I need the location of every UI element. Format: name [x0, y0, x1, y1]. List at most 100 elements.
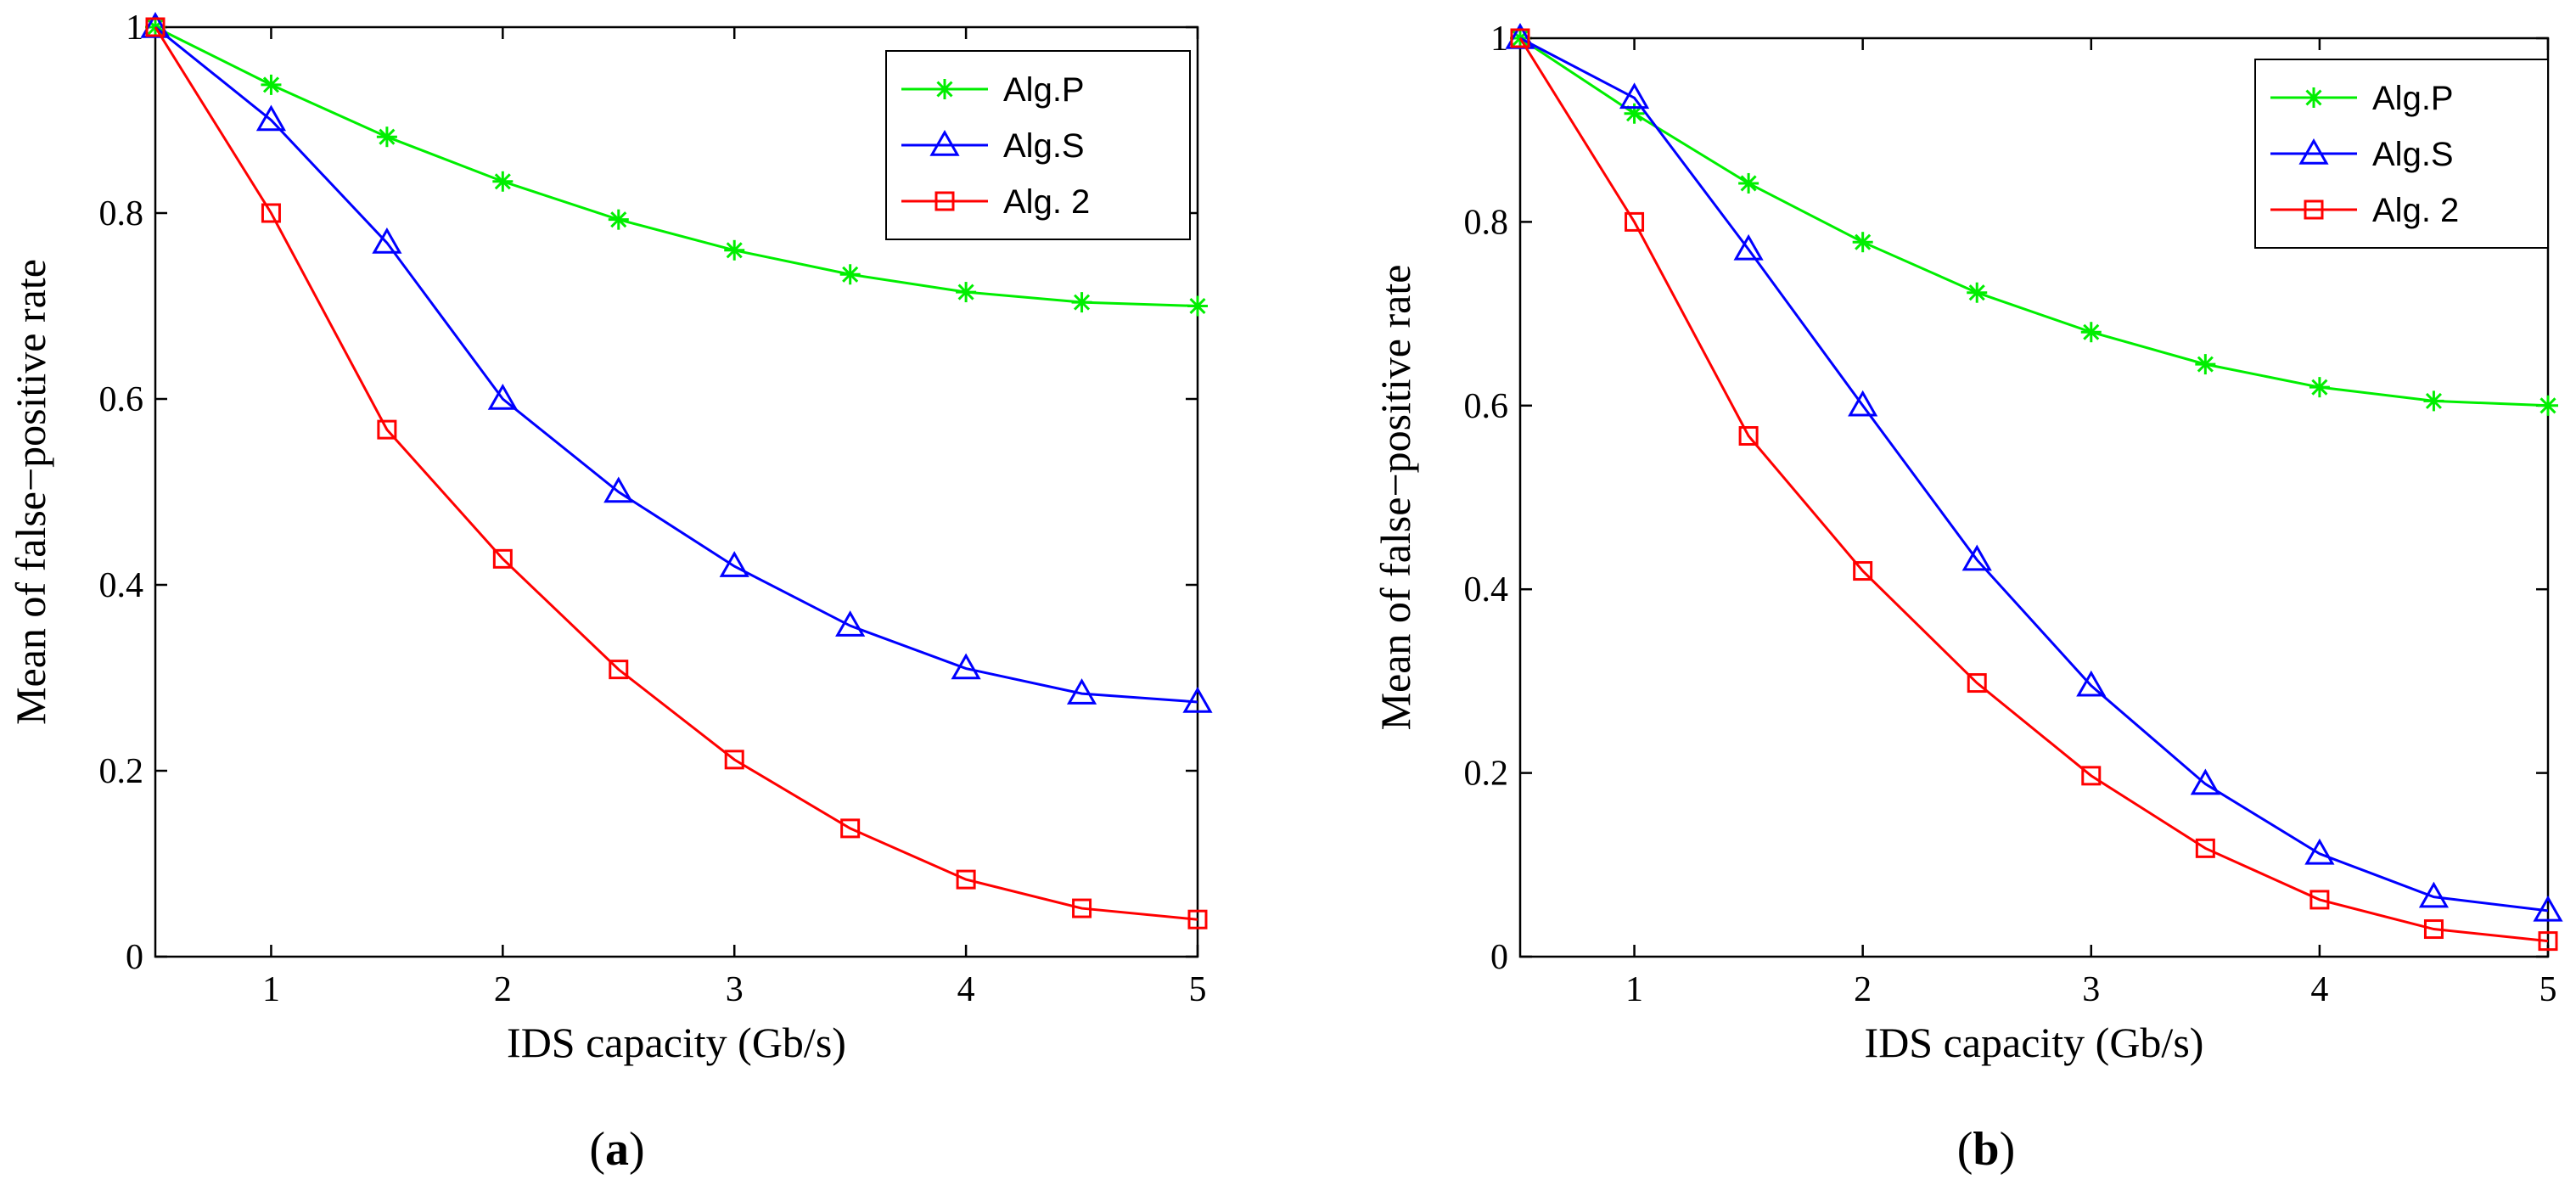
x-tick-label: 5 — [2540, 970, 2557, 1009]
y-tick-label: 0.4 — [99, 566, 144, 605]
data-point — [1852, 232, 1873, 253]
data-point — [261, 74, 282, 95]
x-tick-label: 4 — [957, 970, 975, 1009]
series-line — [154, 25, 1198, 307]
data-point — [724, 750, 744, 770]
x-tick-label: 2 — [1854, 970, 1872, 1009]
data-point — [724, 239, 745, 261]
data-point — [1182, 686, 1213, 713]
legend-marker-stroke — [936, 81, 953, 98]
data-point — [2423, 390, 2444, 412]
legend-label: Alg.S — [2372, 136, 2454, 173]
data-point-stroke — [2311, 379, 2328, 396]
data-point — [1967, 282, 1988, 303]
series-alg-s — [1505, 22, 2563, 922]
legend: Alg.P Alg.S Alg. 2 — [885, 50, 1191, 240]
caption-close-paren: ) — [2000, 1123, 2016, 1176]
data-point — [1510, 28, 1530, 48]
x-axis-title: IDS capacity (Gb/s) — [507, 1019, 846, 1066]
data-point — [603, 476, 634, 503]
data-point — [1187, 295, 1208, 317]
chart-panel-a: 1 2 3 4 5 0 0.2 0.4 0.6 0.8 1 IDS capacity (Gb/s) Me… — [7, 8, 1213, 1176]
data-point — [608, 209, 629, 230]
data-point-stroke — [2540, 397, 2556, 414]
legend-marker — [2304, 199, 2324, 220]
y-tick-label: 0.2 — [99, 752, 144, 791]
data-point — [2195, 354, 2216, 375]
data-point — [1733, 233, 1764, 261]
data-point-stroke — [2425, 392, 2442, 409]
data-point — [1738, 172, 1759, 194]
y-tick-label: 0.8 — [1464, 203, 1509, 242]
data-point — [1625, 211, 1645, 232]
data-point — [1738, 426, 1759, 446]
legend-item: Alg.S — [2270, 136, 2454, 173]
data-point-stroke — [842, 266, 859, 283]
data-point-stroke — [2197, 356, 2214, 373]
legend-label: Alg. 2 — [1003, 183, 1090, 221]
y-tick-label: 0.8 — [99, 194, 144, 233]
legend-marker — [934, 79, 955, 99]
caption-letter: b — [1973, 1123, 1999, 1176]
y-tick-label: 0 — [126, 938, 143, 977]
data-point — [2533, 895, 2563, 922]
y-tick-label: 0.2 — [1464, 755, 1509, 794]
legend-label: Alg.S — [1003, 127, 1085, 165]
legend-item: Alg. 2 — [901, 183, 1090, 221]
data-point-stroke — [1855, 233, 1872, 250]
legend: Alg.P Alg.S Alg. 2 — [2254, 59, 2549, 249]
y-tick-label: 0.6 — [1464, 387, 1509, 426]
x-tick-label: 3 — [2082, 970, 2100, 1009]
y-tick-label: 0.4 — [1464, 570, 1509, 609]
data-point — [255, 104, 287, 132]
data-point — [377, 419, 397, 440]
data-point — [2190, 768, 2220, 795]
data-point — [1967, 673, 1987, 694]
series-line — [154, 25, 1198, 704]
data-point — [951, 653, 981, 680]
legend-marker-stroke — [2305, 89, 2322, 106]
data-point — [1071, 292, 1092, 313]
chart-panel-b: 1 2 3 4 5 0 0.2 0.4 0.6 0.8 1 IDS capacity (Gb/s) Me… — [1372, 20, 2563, 1176]
x-tick-label: 1 — [1625, 970, 1643, 1009]
y-tick-label: 1 — [126, 8, 143, 48]
legend-item: Alg. 2 — [2270, 192, 2459, 229]
legend-marker — [934, 191, 955, 211]
legend-label: Alg. 2 — [2372, 192, 2459, 229]
data-point — [1853, 561, 1873, 581]
data-point-stroke — [262, 76, 279, 93]
data-point — [1187, 909, 1208, 929]
series-line — [154, 26, 1198, 921]
caption-open-paren: ( — [589, 1123, 605, 1176]
y-tick-label: 0.6 — [99, 380, 144, 419]
data-point — [956, 869, 976, 890]
data-point — [2080, 322, 2102, 343]
data-point — [839, 264, 861, 285]
data-point — [609, 660, 629, 680]
y-axis-title: Mean of false−positive rate — [1372, 265, 1419, 731]
x-axis-title: IDS capacity (Gb/s) — [1865, 1019, 2204, 1066]
legend-marker — [2304, 87, 2324, 108]
panel-caption: (a) — [589, 1123, 644, 1176]
legend-item: Alg.S — [901, 127, 1085, 165]
data-point — [2195, 838, 2215, 858]
series-alg-2 — [1510, 28, 2558, 952]
data-point — [372, 227, 402, 254]
data-point — [840, 818, 861, 839]
legend-label: Alg.P — [1003, 71, 1085, 109]
data-point — [1072, 898, 1092, 918]
legend-marker — [929, 129, 960, 156]
data-point — [261, 203, 281, 223]
y-tick-label: 0 — [1490, 938, 1508, 977]
data-point — [1619, 82, 1650, 110]
legend-label: Alg.P — [2372, 80, 2454, 117]
data-point — [2309, 890, 2330, 910]
data-point — [956, 282, 977, 303]
data-point-stroke — [726, 242, 743, 259]
data-point — [2418, 881, 2450, 908]
panel-caption: (b) — [1957, 1123, 2015, 1176]
series-alg-s — [140, 11, 1213, 713]
data-point-stroke — [379, 128, 396, 145]
legend-item: Alg.P — [901, 71, 1085, 109]
data-point-stroke — [1740, 175, 1757, 192]
